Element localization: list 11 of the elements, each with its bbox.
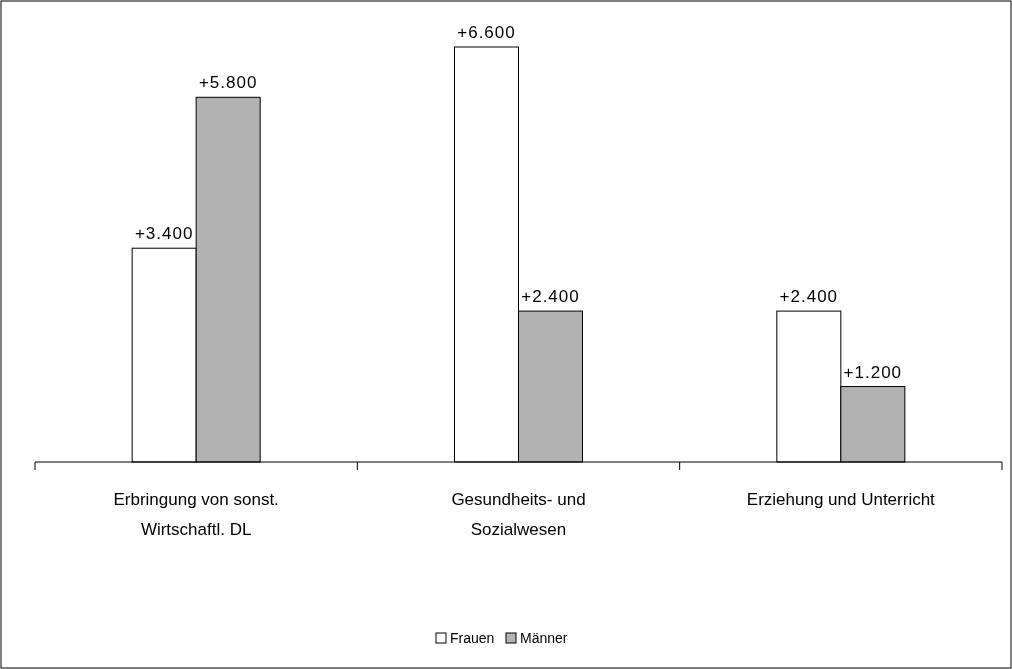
x-tick-label: Gesundheits- und Sozialwesen — [451, 490, 586, 539]
data-label: +2.400 — [521, 287, 580, 307]
x-tick-label: Erbringung von sonst. Wirtschaftl. DL — [113, 490, 279, 539]
data-label: +3.400 — [134, 224, 194, 244]
x-tick-label: Erziehung und Unterricht — [746, 490, 936, 509]
legend-label: Männer — [520, 630, 568, 646]
data-label: +1.200 — [843, 362, 903, 382]
data-label: +2.400 — [779, 287, 839, 307]
data-label: +5.800 — [198, 73, 258, 93]
legend-label: Frauen — [450, 630, 495, 646]
data-label: +6.600 — [457, 23, 516, 42]
